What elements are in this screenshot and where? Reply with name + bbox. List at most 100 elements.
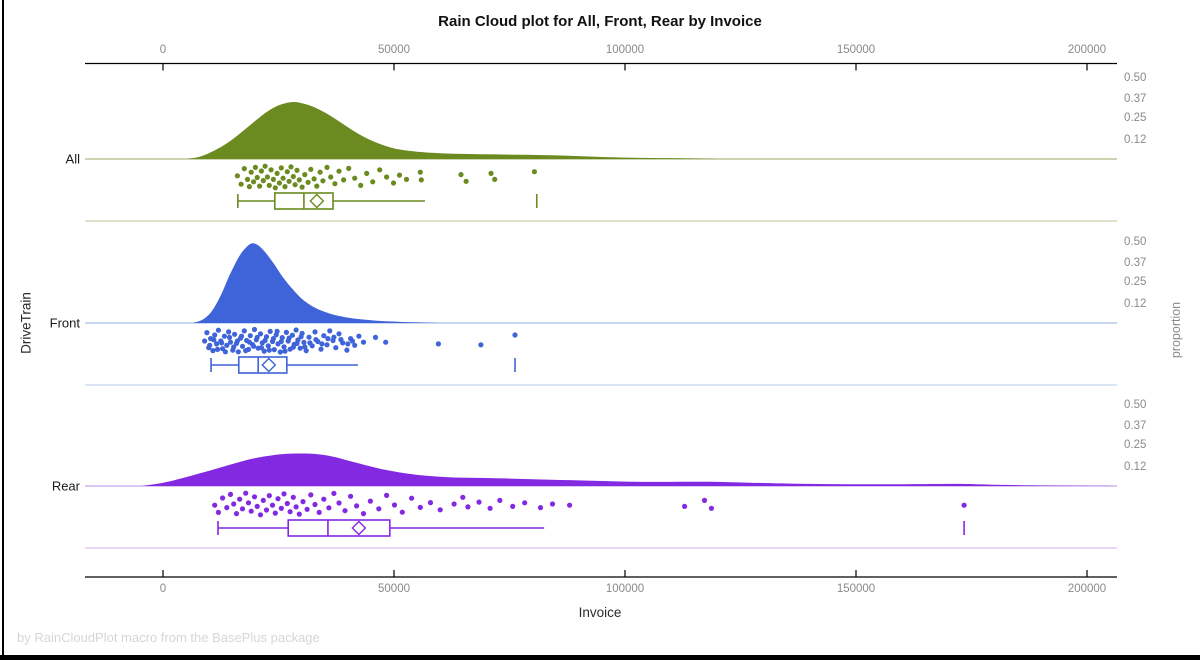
scatter-point xyxy=(460,494,466,500)
bottom-axis-tick-label: 100000 xyxy=(605,583,645,595)
scatter-point xyxy=(376,506,382,512)
scatter-point xyxy=(294,340,300,346)
proportion-tick-label: 0.37 xyxy=(1124,419,1147,432)
scatter-point xyxy=(300,499,306,505)
scatter-point xyxy=(358,182,364,188)
scatter-point xyxy=(238,333,245,339)
scatter-point xyxy=(260,497,266,503)
scatter-point xyxy=(701,497,708,503)
scatter-point xyxy=(221,333,227,339)
scatter-point xyxy=(360,510,367,517)
scatter-point xyxy=(306,334,312,340)
bottom-axis-tick-label: 150000 xyxy=(836,583,876,595)
scatter-point xyxy=(224,342,230,348)
mean-diamond xyxy=(261,357,277,373)
category-label-rear: Rear xyxy=(51,478,80,494)
scatter-point xyxy=(226,334,233,340)
scatter-point xyxy=(282,348,288,354)
scatter-point xyxy=(370,179,376,185)
scatter-point xyxy=(296,511,302,517)
scatter-point xyxy=(492,176,498,182)
scatter-point xyxy=(342,508,348,514)
scatter-point xyxy=(263,507,270,513)
scatter-point xyxy=(302,172,308,178)
scatter-point xyxy=(292,182,298,188)
scatter-point xyxy=(312,329,318,335)
scatter-point xyxy=(245,500,252,506)
scatter-point xyxy=(332,181,338,187)
scatter-point xyxy=(214,341,220,347)
scatter-point xyxy=(312,501,318,508)
scatter-point xyxy=(348,493,354,499)
scatter-point xyxy=(437,507,443,513)
scatter-point xyxy=(399,509,405,515)
scatter-point xyxy=(247,333,253,339)
scatter-point xyxy=(307,340,313,346)
scatter-point xyxy=(234,173,240,179)
scatter-point xyxy=(294,167,300,173)
scatter-point xyxy=(708,505,715,511)
scatter-point xyxy=(324,164,330,170)
scatter-point xyxy=(286,178,292,184)
scatter-point xyxy=(682,503,688,509)
top-axis-tick-label: 200000 xyxy=(1067,44,1107,56)
scatter-point xyxy=(211,337,217,343)
density-area xyxy=(187,102,718,159)
scatter-point xyxy=(451,501,457,507)
scatter-point xyxy=(278,505,284,511)
scatter-point xyxy=(297,345,303,351)
scatter-point xyxy=(313,337,319,343)
scatter-point xyxy=(478,342,484,348)
scatter-point xyxy=(257,331,264,337)
scatter-point xyxy=(284,169,290,175)
scatter-point xyxy=(227,339,234,345)
scatter-point xyxy=(276,180,282,186)
scatter-point xyxy=(271,347,277,353)
scatter-point xyxy=(246,339,252,345)
scatter-point xyxy=(258,168,264,174)
scatter-point xyxy=(220,495,226,501)
scatter-point xyxy=(488,170,494,176)
scatter-point xyxy=(333,345,339,351)
scatter-point xyxy=(331,490,337,496)
scatter-point xyxy=(202,338,208,344)
scatter-point xyxy=(226,329,232,335)
scatter-point xyxy=(262,163,268,169)
proportion-axis-title: proportion xyxy=(1169,301,1183,359)
scatter-point xyxy=(391,502,398,508)
scatter-point xyxy=(301,339,307,345)
scatter-point xyxy=(961,502,967,508)
proportion-tick-label: 0.12 xyxy=(1124,460,1147,473)
scatter-point xyxy=(321,496,327,502)
scatter-point xyxy=(244,176,251,182)
scatter-point xyxy=(331,334,337,340)
scatter-point xyxy=(302,344,308,350)
scatter-point xyxy=(418,177,424,183)
scatter-point xyxy=(321,333,327,339)
scatter-point xyxy=(311,176,317,182)
scatter-point xyxy=(338,337,344,343)
density-area xyxy=(142,453,1115,486)
scatter-point xyxy=(417,169,423,175)
scatter-point xyxy=(336,500,342,506)
scatter-point xyxy=(314,183,320,189)
proportion-tick-label: 0.25 xyxy=(1124,276,1147,289)
scatter-point xyxy=(279,335,285,341)
scatter-point xyxy=(396,172,403,178)
scatter-point xyxy=(522,500,528,506)
scatter-point xyxy=(317,169,323,175)
scatter-point xyxy=(270,176,276,182)
scatter-point xyxy=(269,502,276,508)
scatter-point xyxy=(272,185,278,191)
scatter-point xyxy=(274,328,280,334)
scatter-point xyxy=(346,165,352,171)
scatter-point xyxy=(204,330,210,336)
scatter-point xyxy=(251,179,257,185)
scatter-point xyxy=(327,328,333,334)
scatter-point xyxy=(239,343,246,349)
scatter-point xyxy=(257,512,264,518)
scatter-point xyxy=(390,180,397,186)
scatter-point xyxy=(234,338,240,344)
scatter-point xyxy=(290,344,296,350)
